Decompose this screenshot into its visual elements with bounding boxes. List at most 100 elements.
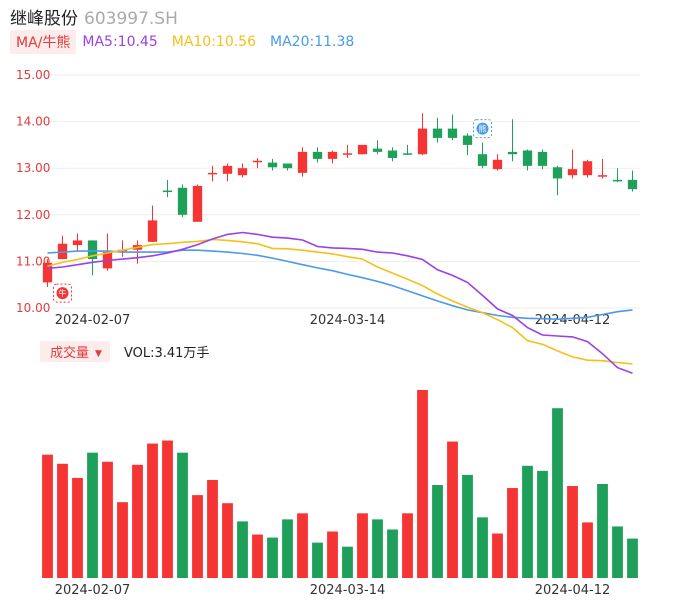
ma-legend: MA/牛熊 MA5:10.45 MA10:10.56 MA20:11.38 — [10, 30, 368, 54]
volume-bar — [87, 452, 98, 578]
candle-body — [357, 144, 368, 155]
candle-body — [447, 128, 458, 138]
volume-bar — [372, 519, 383, 578]
volume-bar — [267, 537, 278, 578]
volume-bar — [522, 465, 533, 578]
volume-bar — [462, 474, 473, 578]
ma20-line — [47, 249, 633, 321]
volume-bar — [57, 463, 68, 578]
candle-body — [387, 150, 398, 158]
volume-bar — [447, 441, 458, 578]
volume-bar — [402, 513, 413, 578]
candle-body — [567, 169, 578, 176]
candle-body — [87, 240, 98, 260]
volume-bar — [582, 522, 593, 578]
volume-toggle-button[interactable]: 成交量 ▼ — [40, 340, 110, 362]
candle-body — [372, 148, 383, 152]
candle-body — [552, 167, 563, 179]
ma10-label: MA10:10.56 — [171, 34, 257, 50]
volume-bar — [492, 533, 503, 578]
candle-body — [192, 185, 203, 222]
candle-body — [582, 161, 593, 176]
ma5-line — [47, 231, 633, 374]
caret-down-icon: ▼ — [95, 348, 102, 359]
candle-body — [327, 151, 338, 159]
candle-body — [507, 151, 518, 155]
volume-bar — [102, 461, 113, 578]
volume-bar — [567, 486, 578, 578]
volume-bar — [162, 440, 173, 578]
volume-bar — [357, 513, 368, 578]
volume-bar — [387, 529, 398, 578]
volume-bar — [252, 534, 263, 578]
candle-body — [627, 179, 638, 190]
bear-badge-icon: 熊 — [473, 119, 492, 139]
x-tick-label: 2024-04-12 — [535, 583, 611, 598]
x-tick-label: 2024-02-07 — [55, 313, 131, 328]
candle-body — [612, 179, 623, 182]
volume-bar — [537, 470, 548, 578]
candle-body — [72, 240, 83, 246]
marker-glyph: 熊 — [479, 124, 487, 134]
y-tick-label: 11.00 — [16, 254, 50, 268]
stock-title: 继峰股份 603997.SH — [10, 4, 178, 29]
candle-body — [237, 168, 248, 176]
volume-bar — [147, 443, 158, 578]
y-tick-label: 15.00 — [16, 68, 50, 82]
ma20-label: MA20:11.38 — [270, 34, 355, 50]
volume-bar — [222, 503, 233, 578]
candle-body — [252, 160, 263, 163]
marker-dot — [56, 287, 69, 300]
ma10-line — [47, 238, 633, 365]
candle-body — [177, 187, 188, 215]
marker-glyph: 牛 — [59, 288, 67, 298]
ma-toggle-button[interactable]: MA/牛熊 — [10, 30, 77, 54]
volume-bar — [282, 519, 293, 578]
volume-bar — [342, 546, 353, 578]
candle-body — [297, 151, 308, 173]
marker-dot — [476, 122, 489, 135]
volume-bar — [207, 479, 218, 578]
volume-bar — [432, 485, 443, 578]
candle-body — [222, 165, 233, 174]
volume-bar — [417, 390, 428, 578]
candle-body — [537, 151, 548, 166]
candle-body — [267, 162, 278, 168]
x-tick-label: 2024-02-07 — [55, 583, 131, 598]
candle-body — [462, 135, 473, 145]
volume-bar — [477, 517, 488, 578]
candle-body — [432, 128, 443, 138]
volume-bar — [612, 526, 623, 578]
volume-bar — [327, 531, 338, 578]
candle-body — [522, 150, 533, 166]
candle-body — [342, 153, 353, 155]
bull-badge-icon: 牛 — [53, 283, 72, 303]
volume-label: VOL:3.41万手 — [123, 345, 210, 361]
stock-code: 603997.SH — [84, 9, 178, 29]
volume-bar — [42, 454, 53, 578]
y-tick-label: 13.00 — [16, 161, 50, 175]
y-tick-label: 10.00 — [16, 301, 50, 315]
stock-name: 继峰股份 — [10, 9, 78, 29]
volume-bar — [627, 538, 638, 578]
volume-bar — [72, 477, 83, 578]
ma5-label: MA5:10.45 — [82, 34, 158, 50]
candle-body — [282, 163, 293, 169]
candle-body — [147, 220, 158, 242]
volume-bar — [132, 464, 143, 578]
volume-bar — [312, 542, 323, 578]
volume-bar — [177, 452, 188, 578]
volume-bar — [552, 408, 563, 578]
x-tick-label: 2024-03-14 — [310, 313, 386, 328]
y-tick-label: 12.00 — [16, 208, 50, 222]
candle-body — [417, 128, 428, 155]
volume-header: 成交量 ▼ VOL:3.41万手 — [40, 340, 210, 362]
candle-body — [597, 175, 608, 177]
candle-body — [42, 262, 53, 283]
volume-bar — [507, 488, 518, 578]
candle-body — [162, 190, 173, 193]
candle-body — [477, 154, 488, 166]
volume-bar — [117, 502, 128, 578]
candle-body — [312, 151, 323, 159]
